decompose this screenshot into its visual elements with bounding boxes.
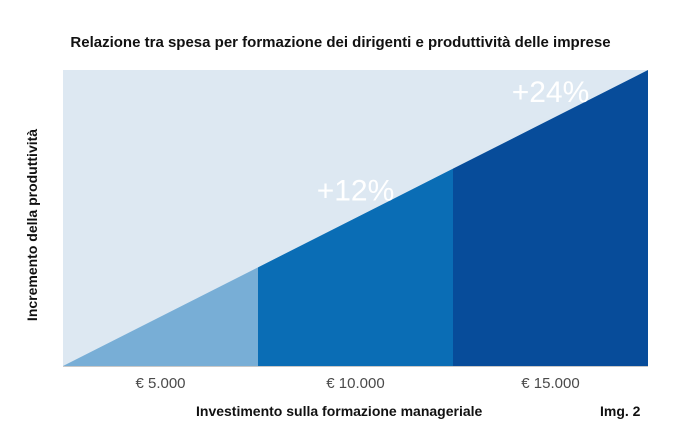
y-axis-label: Incremento della produttività — [24, 128, 40, 322]
chart-title: Relazione tra spesa per formazione dei d… — [70, 34, 611, 51]
value-label: +12% — [317, 175, 395, 208]
x-tick-labels: € 5.000 € 10.000 € 15.000 — [135, 375, 579, 392]
x-tick-label: € 10.000 — [326, 375, 384, 392]
band-2 — [258, 168, 453, 366]
x-tick-label: € 5.000 — [135, 375, 185, 392]
band-1 — [63, 267, 258, 366]
chart-bands — [63, 70, 648, 366]
x-tick-label: € 15.000 — [521, 375, 579, 392]
band-3 — [453, 70, 648, 366]
x-axis-label: Investimento sulla formazione managerial… — [196, 403, 483, 419]
figure-label: Img. 2 — [600, 403, 641, 419]
value-label: +24% — [512, 76, 590, 109]
value-labels: +12% +24% — [317, 76, 590, 208]
